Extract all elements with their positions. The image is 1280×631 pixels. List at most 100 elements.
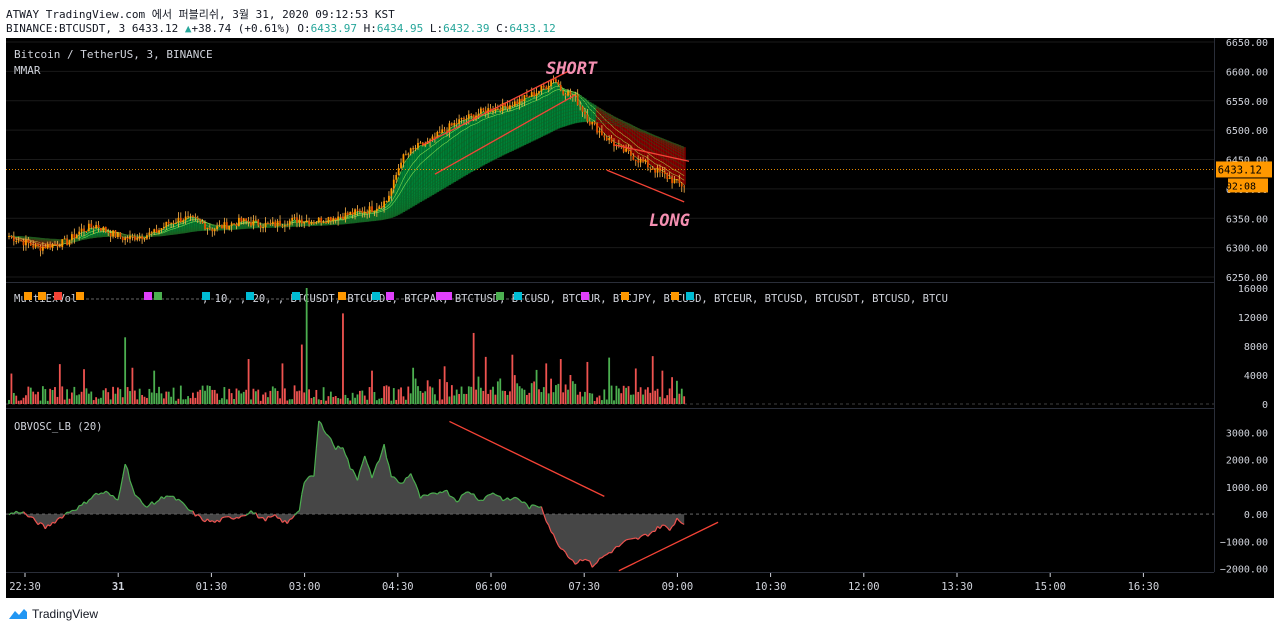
oscillator-segment <box>562 549 567 553</box>
candle-body <box>129 235 131 240</box>
time-tick-label: 16:30 <box>1128 581 1160 593</box>
oscillator-segment <box>633 537 636 540</box>
candle-body <box>44 246 47 249</box>
candle-body <box>419 142 422 144</box>
candle-body <box>250 222 252 226</box>
oscillator-segment <box>13 510 17 514</box>
ribbon-segment <box>673 143 677 180</box>
oscillator-segment <box>550 531 554 535</box>
open-label: O: <box>297 22 311 35</box>
volume-bar <box>29 387 32 404</box>
oscillator-segment <box>419 494 424 499</box>
candle-body <box>390 188 393 196</box>
ribbon-segment <box>194 217 197 232</box>
oscillator-segment <box>279 517 283 523</box>
candle-body <box>588 121 591 125</box>
oscillator-line <box>8 420 685 568</box>
oscillator-segment <box>197 514 201 517</box>
candle-body <box>528 96 531 98</box>
oscillator-segment <box>538 506 542 508</box>
volume-bar <box>654 390 657 404</box>
oscillator-segment <box>248 510 252 514</box>
volume-bar <box>569 375 572 404</box>
volume-bar <box>465 393 468 404</box>
candle-body <box>644 160 647 162</box>
volume-bar <box>170 396 173 404</box>
oscillator-segment <box>69 509 73 513</box>
volume-bar <box>305 288 308 404</box>
volume-bar <box>431 387 434 404</box>
ribbon-segment <box>394 183 398 216</box>
candle-body <box>421 142 424 146</box>
oscillator-segment <box>264 516 269 522</box>
oscillator-segment <box>131 487 136 496</box>
candle-body <box>230 223 233 226</box>
candle-body <box>206 227 209 229</box>
candle-body <box>286 225 289 227</box>
candle-body <box>141 236 143 239</box>
volume-bar <box>392 388 395 404</box>
candle-body <box>49 244 52 249</box>
open-value: 6433.97 <box>310 22 358 35</box>
volume-bar <box>296 391 298 404</box>
volume-bar <box>12 392 15 404</box>
ribbon-segment <box>506 107 510 154</box>
oscillator-segment <box>214 519 218 523</box>
ribbon-segment <box>472 117 476 171</box>
ribbon-line <box>9 95 685 244</box>
oscillator-segment <box>488 493 491 496</box>
ribbon-segment <box>496 109 500 158</box>
candle-body <box>29 243 32 246</box>
volume-bar <box>252 388 255 404</box>
high-label: H: <box>363 22 377 35</box>
oscillator-segment <box>49 521 54 527</box>
volume-bar <box>436 400 439 404</box>
oscillator-segment <box>44 524 49 530</box>
oscillator-segment <box>291 514 296 519</box>
oscillator-segment <box>596 558 600 563</box>
ribbon-segment <box>198 219 202 231</box>
volume-legend-marker <box>514 292 522 300</box>
volume-bar <box>41 386 44 404</box>
oscillator-segment <box>364 455 368 464</box>
ribbon-segment <box>576 93 580 123</box>
candle-body <box>293 217 296 219</box>
time-tick-label: 07:30 <box>568 581 600 593</box>
time-tick-label: 06:00 <box>475 581 507 593</box>
volume-bar <box>574 383 577 404</box>
volume-bar <box>598 395 601 404</box>
volume-bar <box>361 390 364 404</box>
tradingview-logo-icon <box>9 609 27 619</box>
candle-body <box>322 222 325 224</box>
candle-body <box>673 179 676 184</box>
ribbon-segment <box>433 138 437 194</box>
volume-bar <box>525 394 528 404</box>
oscillator-segment <box>468 491 472 495</box>
volume-bar <box>155 393 158 404</box>
chart-canvas[interactable]: Bitcoin / TetherUS, 3, BINANCE MMAR SHORT L… <box>6 38 1274 598</box>
oscillator-segment <box>187 508 191 512</box>
oscillator-segment <box>444 489 448 492</box>
oscillator-segment <box>490 492 494 495</box>
volume-bar <box>146 397 148 404</box>
volume-bar <box>412 367 415 404</box>
ribbon-line <box>9 100 685 243</box>
oscillator-segment <box>156 499 160 503</box>
oscillator-segment <box>267 515 271 518</box>
oscillator-segment <box>144 505 148 508</box>
candle-body <box>480 108 482 114</box>
ribbon-segment <box>470 116 473 173</box>
candle-body <box>431 136 434 140</box>
candle-body <box>581 106 584 112</box>
candle-body <box>484 110 487 114</box>
oscillator-segment <box>567 556 571 560</box>
volume-bar <box>557 383 560 404</box>
footer-brand[interactable]: TradingView <box>8 607 98 621</box>
ribbon-segment <box>622 121 626 148</box>
candle-body <box>68 240 71 245</box>
volume-bar <box>591 393 594 404</box>
candle-body <box>591 121 594 125</box>
candle-body <box>499 109 502 112</box>
volume-bar <box>649 392 652 404</box>
ribbon-segment <box>392 189 396 217</box>
